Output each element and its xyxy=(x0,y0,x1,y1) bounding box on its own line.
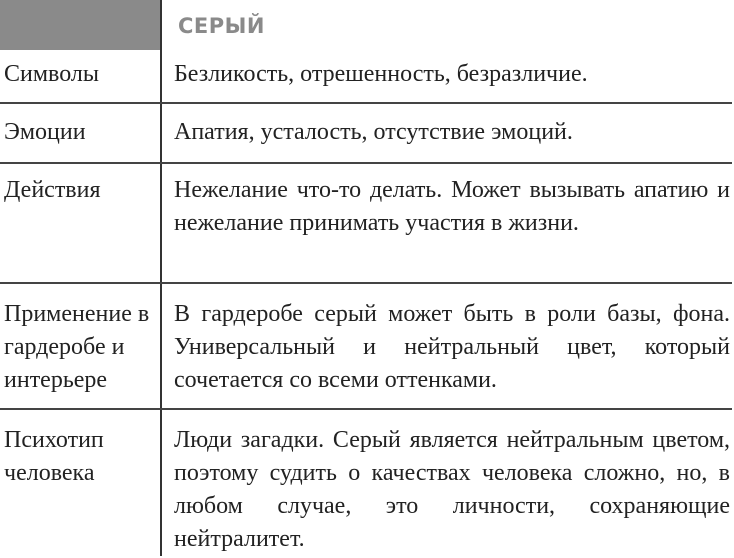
row-text-usage: В гардеробе серый может быть в роли базы… xyxy=(174,301,730,393)
row-text-actions: Нежелание что-то делать. Может вызывать … xyxy=(174,177,730,236)
column-divider xyxy=(160,0,162,556)
header-color-swatch xyxy=(0,0,160,50)
row-label-usage: Применение в гардеробе и интерьере xyxy=(4,301,150,393)
row-label-symbols: Символы xyxy=(4,61,99,87)
row-divider xyxy=(0,102,732,104)
row-label-actions: Действия xyxy=(4,177,101,203)
row-divider xyxy=(0,408,732,410)
row-label-emotions: Эмоции xyxy=(4,119,86,145)
table-header-title: СЕРЫЙ xyxy=(178,14,265,38)
row-label-psychotype: Психотип человека xyxy=(4,427,104,486)
row-text-symbols: Безликость, отрешенность, безразличие. xyxy=(174,61,588,87)
row-text-emotions: Апатия, усталость, отсутствие эмоций. xyxy=(174,119,573,145)
row-text-psychotype: Люди загадки. Серый является нейтральным… xyxy=(174,427,730,552)
row-divider xyxy=(0,162,732,164)
row-divider xyxy=(0,282,732,284)
